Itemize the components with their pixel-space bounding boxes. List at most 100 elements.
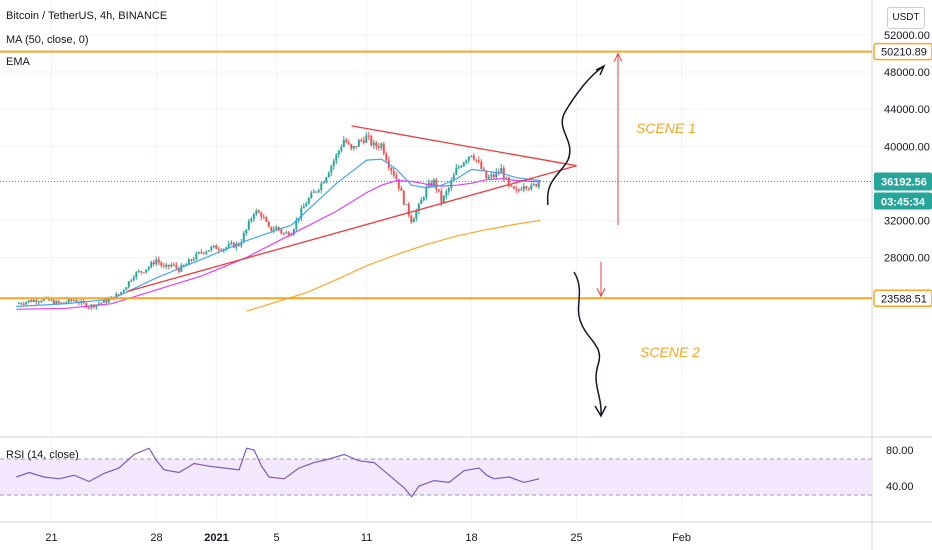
candle-down bbox=[87, 307, 90, 309]
candle-down bbox=[220, 249, 223, 251]
candle-down bbox=[200, 251, 203, 253]
wavy-arrow-up-head bbox=[595, 64, 606, 76]
candle-up bbox=[462, 162, 465, 167]
candle-up bbox=[130, 280, 133, 282]
candle-up bbox=[230, 242, 233, 245]
candle-down bbox=[260, 212, 263, 218]
candle-up bbox=[60, 302, 63, 304]
candle-down bbox=[267, 221, 270, 227]
candle-up bbox=[42, 298, 45, 301]
candle-down bbox=[385, 153, 388, 161]
candle-down bbox=[160, 262, 163, 266]
candle-up bbox=[100, 302, 103, 304]
candle-up bbox=[335, 154, 338, 161]
candle-down bbox=[257, 210, 260, 213]
candle-up bbox=[25, 301, 28, 305]
candle-up bbox=[225, 247, 228, 250]
scene2-arrowhead bbox=[596, 288, 606, 298]
rsi-band-fill bbox=[0, 459, 872, 495]
candle-down bbox=[515, 188, 518, 190]
candle-up bbox=[195, 253, 198, 260]
candle-up bbox=[132, 277, 135, 281]
candle-up bbox=[67, 299, 70, 303]
candle-down bbox=[377, 146, 380, 148]
candle-up bbox=[97, 303, 100, 305]
candle-down bbox=[70, 299, 73, 301]
countdown-label: 03:45:34 bbox=[881, 197, 926, 209]
time-tick-label: 28 bbox=[150, 532, 162, 544]
currency-selector[interactable]: USDT bbox=[887, 7, 925, 29]
candle-down bbox=[22, 303, 25, 305]
candle-up bbox=[357, 140, 360, 147]
candle-down bbox=[482, 168, 485, 171]
candle-down bbox=[35, 300, 38, 303]
candle-up bbox=[470, 155, 473, 157]
candle-down bbox=[117, 294, 120, 296]
candle-down bbox=[485, 170, 488, 179]
candle-down bbox=[502, 168, 505, 179]
candle-up bbox=[65, 302, 68, 304]
current-price-badge bbox=[874, 172, 932, 191]
candle-up bbox=[320, 183, 323, 190]
candle-up bbox=[210, 247, 213, 251]
candle-up bbox=[495, 172, 498, 178]
candle-up bbox=[460, 166, 463, 168]
candle-up bbox=[252, 214, 255, 219]
candle-down bbox=[535, 184, 538, 187]
rsi-pane: 80.00 40.00 bbox=[0, 445, 914, 498]
candle-down bbox=[350, 144, 353, 149]
countdown-badge bbox=[874, 192, 932, 210]
candle-up bbox=[285, 232, 288, 234]
price-axis: 52000.00 48000.00 44000.00 40000.00 32000.00… bbox=[873, 30, 932, 308]
candle-up bbox=[467, 156, 470, 161]
candle-down bbox=[270, 226, 273, 231]
candle-up bbox=[165, 264, 168, 267]
ma-200-line bbox=[246, 219, 541, 312]
candle-up bbox=[295, 220, 298, 230]
candle-down bbox=[437, 189, 440, 192]
candle-up bbox=[40, 300, 43, 302]
candle-down bbox=[20, 303, 23, 305]
candle-up bbox=[297, 218, 300, 221]
price-tick-label: 48000.00 bbox=[884, 67, 930, 79]
candle-down bbox=[142, 272, 145, 274]
candle-down bbox=[400, 188, 403, 191]
candle-up bbox=[120, 291, 123, 295]
candle-up bbox=[337, 150, 340, 155]
ma-50-line bbox=[16, 178, 541, 310]
triangle-upper-line bbox=[351, 125, 577, 167]
candle-up bbox=[537, 182, 540, 187]
candle-up bbox=[32, 300, 35, 302]
candle-down bbox=[265, 217, 268, 222]
candle-up bbox=[292, 229, 295, 235]
candle-down bbox=[440, 191, 443, 203]
candle-up bbox=[325, 177, 328, 183]
candle-down bbox=[282, 233, 285, 235]
candle-up bbox=[312, 191, 315, 193]
scene2-label: SCENE 2 bbox=[640, 344, 700, 360]
candle-down bbox=[157, 259, 160, 263]
level-price-label: 23588.51 bbox=[881, 293, 927, 305]
candle-up bbox=[122, 289, 125, 292]
price-tick-label: 28000.00 bbox=[884, 252, 930, 264]
candle-down bbox=[217, 248, 220, 250]
candle-up bbox=[342, 139, 345, 147]
candle-up bbox=[490, 174, 493, 177]
candle-up bbox=[17, 303, 20, 305]
candle-up bbox=[207, 250, 210, 252]
candle-down bbox=[30, 300, 33, 302]
candle-down bbox=[140, 271, 143, 273]
candle-up bbox=[522, 186, 525, 190]
candle-down bbox=[215, 245, 218, 249]
candle-down bbox=[347, 142, 350, 145]
price-tick-label: 44000.00 bbox=[884, 104, 930, 116]
candle-up bbox=[197, 251, 200, 254]
candle-up bbox=[530, 184, 533, 189]
candle-up bbox=[425, 186, 428, 198]
candle-down bbox=[367, 135, 370, 137]
candle-down bbox=[402, 190, 405, 205]
candle-up bbox=[72, 300, 75, 302]
candle-down bbox=[517, 189, 520, 191]
